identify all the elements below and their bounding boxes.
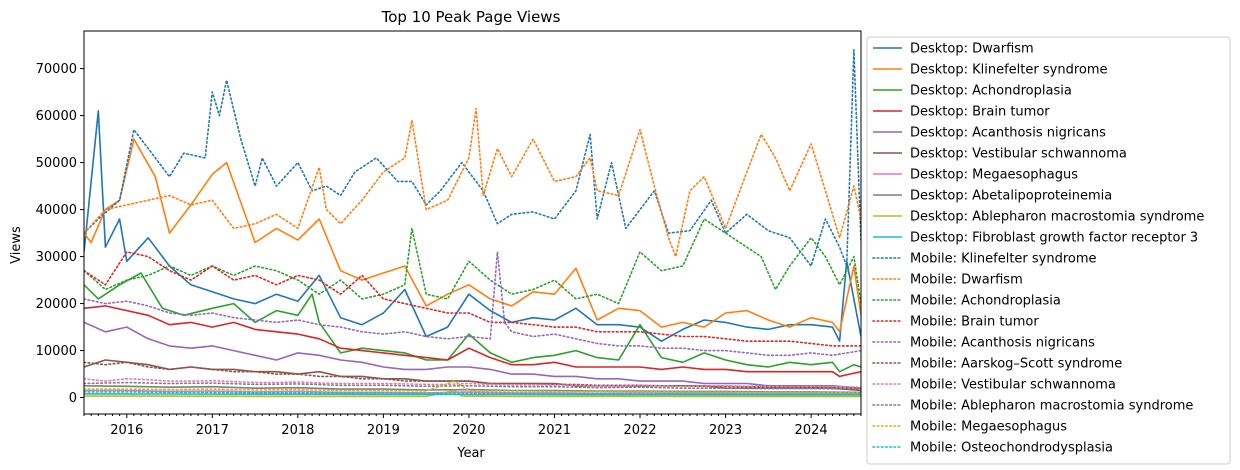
series-line <box>84 385 861 394</box>
y-axis-label: Views <box>9 226 24 264</box>
series-line <box>84 378 861 388</box>
legend-label: Mobile: Dwarfism <box>910 273 1023 288</box>
series-line <box>84 305 861 378</box>
series-line <box>84 381 861 390</box>
legend-label: Mobile: Vestibular schwannoma <box>910 378 1116 393</box>
series-line <box>84 321 861 389</box>
chart-title: Top 10 Peak Page Views <box>381 8 561 26</box>
x-tick-label: 2017 <box>196 423 229 438</box>
x-tick-label: 2022 <box>623 423 656 438</box>
y-tick-label: 10000 <box>36 344 77 359</box>
y-tick-label: 30000 <box>36 250 77 265</box>
y-tick-label: 70000 <box>36 62 77 77</box>
series-line <box>84 138 861 333</box>
legend-label: Desktop: Acanthosis nigricans <box>910 126 1106 141</box>
legend-label: Desktop: Klinefelter syndrome <box>910 63 1108 78</box>
plot-area <box>83 30 862 415</box>
y-axis: 0 10000 20000 30000 40000 50000 60000 70000 <box>36 62 84 406</box>
legend-label: Desktop: Achondroplasia <box>910 84 1072 99</box>
legend-label: Mobile: Brain tumor <box>910 315 1039 330</box>
series-line <box>84 361 861 389</box>
x-axis-label: Year <box>456 446 485 461</box>
x-tick-label: 2021 <box>538 423 571 438</box>
legend-label: Desktop: Brain tumor <box>910 105 1050 120</box>
series-line <box>84 393 861 396</box>
x-tick-label: 2023 <box>709 423 742 438</box>
series-line <box>84 389 861 395</box>
series-line <box>84 110 861 342</box>
series-line <box>84 251 861 347</box>
legend-label: Mobile: Achondroplasia <box>910 294 1061 309</box>
y-tick-label: 0 <box>69 391 77 406</box>
legend-label: Mobile: Klinefelter syndrome <box>910 252 1097 267</box>
x-tick-label: 2016 <box>110 423 143 438</box>
legend-label: Mobile: Ablepharon macrostomia syndrome <box>910 399 1193 414</box>
series-line <box>84 49 861 267</box>
legend-label: Desktop: Ablepharon macrostomia syndrome <box>910 210 1204 225</box>
x-axis: 2016 2017 2018 2019 2020 2021 2022 2023 2024 <box>83 414 862 438</box>
y-tick-label: 20000 <box>36 297 77 312</box>
legend-label: Desktop: Dwarfism <box>910 42 1034 57</box>
legend-label: Mobile: Acanthosis nigricans <box>910 336 1095 351</box>
legend-box <box>866 36 1231 465</box>
x-tick-label: 2020 <box>452 423 485 438</box>
legend-label: Desktop: Vestibular schwannoma <box>910 147 1127 162</box>
legend-label: Mobile: Megaesophagus <box>910 420 1067 435</box>
plot-frame <box>83 30 862 415</box>
y-tick-label: 60000 <box>36 109 77 124</box>
x-tick-label: 2024 <box>795 423 828 438</box>
legend-label: Mobile: Aarskog–Scott syndrome <box>910 357 1122 372</box>
legend-label: Mobile: Osteochondrodysplasia <box>910 441 1113 456</box>
x-tick-label: 2018 <box>281 423 314 438</box>
series-line <box>84 107 861 258</box>
series-line <box>84 380 861 394</box>
legend-label: Desktop: Abetalipoproteinemia <box>910 189 1112 204</box>
legend: Desktop: Dwarfism Desktop: Klinefelter sy… <box>866 36 1231 465</box>
series-line <box>84 251 861 357</box>
series-line <box>84 218 861 305</box>
legend-label: Desktop: Fibroblast growth factor recept… <box>910 231 1198 246</box>
legend-label: Desktop: Megaesophagus <box>910 168 1078 183</box>
series-line <box>84 272 861 373</box>
y-tick-label: 50000 <box>36 156 77 171</box>
x-tick-label: 2019 <box>367 423 400 438</box>
y-tick-label: 40000 <box>36 203 77 218</box>
series-line <box>84 391 861 396</box>
